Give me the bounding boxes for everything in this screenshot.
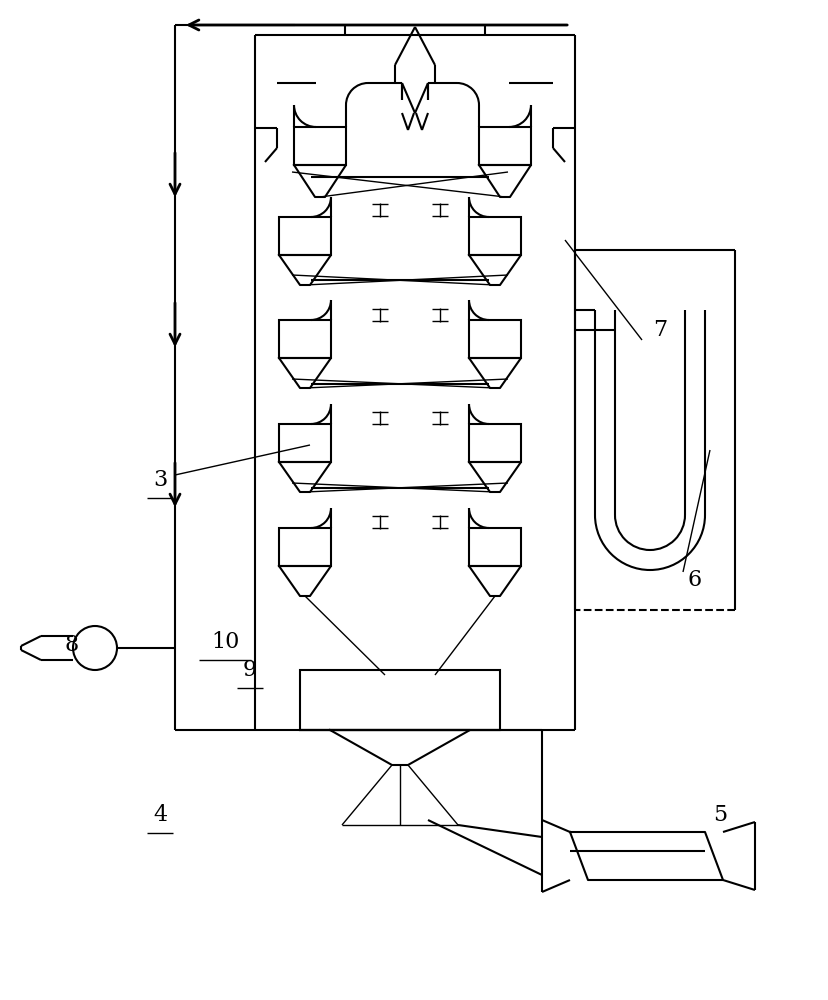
Text: 4: 4: [152, 804, 167, 826]
Text: 6: 6: [687, 569, 701, 591]
Bar: [469, 217, 520, 255]
Text: 8: 8: [65, 634, 79, 656]
Text: 10: 10: [210, 631, 239, 653]
Text: 7: 7: [652, 319, 667, 341]
Text: 9: 9: [243, 659, 257, 681]
Bar: [469, 528, 520, 566]
Bar: [469, 320, 520, 358]
Text: 3: 3: [152, 469, 167, 491]
Bar: [294, 127, 345, 165]
Bar: [279, 217, 330, 255]
Bar: [479, 127, 531, 165]
Text: 5: 5: [712, 804, 726, 826]
Bar: [279, 528, 330, 566]
Bar: [279, 320, 330, 358]
Bar: [469, 424, 520, 462]
Bar: [300, 670, 499, 730]
Bar: [279, 424, 330, 462]
